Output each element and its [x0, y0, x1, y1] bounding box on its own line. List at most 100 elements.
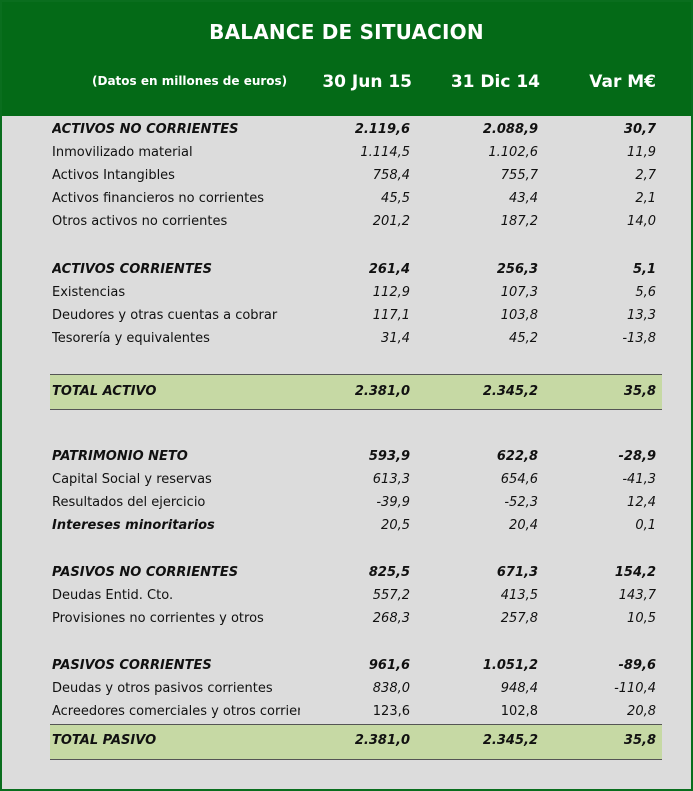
value-30-jun-15: 117,1	[372, 308, 410, 323]
value-var: -89,6	[618, 658, 656, 673]
row-label: Otros activos no corrientes	[52, 214, 228, 229]
row-label: Intereses minoritarios	[52, 518, 215, 533]
table-row: Capital Social y reservas 613,3 654,6 -4…	[50, 469, 662, 491]
row-label: Provisiones no corrientes y otros	[52, 611, 264, 626]
row-label: PATRIMONIO NETO	[52, 449, 188, 464]
value-var: 2,7	[635, 168, 656, 183]
row-label: TOTAL ACTIVO	[52, 384, 157, 399]
value-var: 12,4	[627, 495, 656, 510]
value-var: -41,3	[622, 472, 656, 487]
value-30-jun-15: 2.381,0	[354, 384, 410, 399]
column-header-30-jun-15: 30 Jun 15	[322, 72, 412, 92]
value-30-jun-15: -39,9	[376, 495, 410, 510]
table-row: Acreedores comerciales y otros corrient …	[50, 701, 662, 723]
value-31-dic-14: -52,3	[504, 495, 538, 510]
value-var: -110,4	[614, 681, 656, 696]
table-row: Deudas Entid. Cto. 557,2 413,5 143,7	[50, 585, 662, 607]
row-label: Resultados del ejercicio	[52, 495, 206, 510]
table-row: PATRIMONIO NETO 593,9 622,8 -28,9	[50, 446, 662, 468]
table-row: ACTIVOS NO CORRIENTES 2.119,6 2.088,9 30…	[50, 119, 662, 141]
row-label: Capital Social y reservas	[52, 472, 212, 487]
row-label: TOTAL PASIVO	[52, 733, 157, 748]
total-pasivo-row: TOTAL PASIVO 2.381,0 2.345,2 35,8	[50, 724, 662, 760]
table-row: Intereses minoritarios 20,5 20,4 0,1	[50, 515, 662, 537]
value-var: 2,1	[635, 191, 656, 206]
value-31-dic-14: 1.102,6	[488, 145, 538, 160]
table-header: BALANCE DE SITUACION (Datos en millones …	[2, 2, 691, 116]
column-header-31-dic-14: 31 Dic 14	[450, 72, 540, 92]
table-row: Resultados del ejercicio -39,9 -52,3 12,…	[50, 492, 662, 514]
value-31-dic-14: 187,2	[500, 214, 538, 229]
value-31-dic-14: 107,3	[500, 285, 538, 300]
value-30-jun-15: 1.114,5	[360, 145, 410, 160]
value-31-dic-14: 2.088,9	[482, 122, 538, 137]
column-header-var: Var M€	[589, 72, 656, 92]
value-30-jun-15: 45,5	[381, 191, 410, 206]
value-31-dic-14: 1.051,2	[482, 658, 538, 673]
row-label: ACTIVOS CORRIENTES	[52, 262, 212, 277]
value-30-jun-15: 2.381,0	[354, 733, 410, 748]
row-label: Tesorería y equivalentes	[52, 331, 210, 346]
value-31-dic-14: 948,4	[500, 681, 538, 696]
value-var: 13,3	[627, 308, 656, 323]
table-row: Tesorería y equivalentes 31,4 45,2 -13,8	[50, 328, 662, 350]
value-30-jun-15: 557,2	[372, 588, 410, 603]
units-note: (Datos en millones de euros)	[92, 74, 288, 88]
value-31-dic-14: 2.345,2	[482, 384, 538, 399]
value-31-dic-14: 102,8	[500, 704, 538, 719]
row-label: Acreedores comerciales y otros corrient	[52, 704, 300, 719]
value-30-jun-15: 593,9	[368, 449, 410, 464]
value-var: 20,8	[627, 704, 656, 719]
row-label: Existencias	[52, 285, 126, 300]
value-var: 10,5	[627, 611, 656, 626]
value-31-dic-14: 413,5	[500, 588, 538, 603]
value-var: 30,7	[623, 122, 656, 137]
value-31-dic-14: 755,7	[500, 168, 538, 183]
value-31-dic-14: 654,6	[500, 472, 538, 487]
value-31-dic-14: 2.345,2	[482, 733, 538, 748]
value-31-dic-14: 45,2	[509, 331, 538, 346]
value-30-jun-15: 2.119,6	[354, 122, 410, 137]
table-row: Activos Intangibles 758,4 755,7 2,7	[50, 165, 662, 187]
table-row: Inmovilizado material 1.114,5 1.102,6 11…	[50, 142, 662, 164]
table-row: Deudores y otras cuentas a cobrar 117,1 …	[50, 305, 662, 327]
value-30-jun-15: 961,6	[368, 658, 410, 673]
value-var: 5,1	[632, 262, 656, 277]
value-var: 11,9	[627, 145, 656, 160]
table-row: Otros activos no corrientes 201,2 187,2 …	[50, 211, 662, 233]
table-row: PASIVOS CORRIENTES 961,6 1.051,2 -89,6	[50, 655, 662, 677]
value-30-jun-15: 112,9	[372, 285, 410, 300]
table-row: Activos financieros no corrientes 45,5 4…	[50, 188, 662, 210]
row-label: Activos financieros no corrientes	[52, 191, 264, 206]
total-activo-row: TOTAL ACTIVO 2.381,0 2.345,2 35,8	[50, 374, 662, 410]
row-label: PASIVOS CORRIENTES	[52, 658, 212, 673]
row-label: Deudores y otras cuentas a cobrar	[52, 308, 278, 323]
row-label: Deudas Entid. Cto.	[52, 588, 174, 603]
value-30-jun-15: 758,4	[372, 168, 410, 183]
value-30-jun-15: 268,3	[372, 611, 410, 626]
value-31-dic-14: 257,8	[500, 611, 538, 626]
value-30-jun-15: 123,6	[372, 704, 410, 719]
value-31-dic-14: 103,8	[500, 308, 538, 323]
value-30-jun-15: 31,4	[381, 331, 410, 346]
value-30-jun-15: 838,0	[372, 681, 410, 696]
value-var: 143,7	[618, 588, 656, 603]
value-31-dic-14: 671,3	[496, 565, 538, 580]
table-row: Deudas y otros pasivos corrientes 838,0 …	[50, 678, 662, 700]
page-title: BALANCE DE SITUACION	[209, 20, 484, 44]
value-30-jun-15: 613,3	[372, 472, 410, 487]
table-row: PASIVOS NO CORRIENTES 825,5 671,3 154,2	[50, 562, 662, 584]
value-30-jun-15: 261,4	[368, 262, 410, 277]
row-label: PASIVOS NO CORRIENTES	[52, 565, 239, 580]
row-label: Inmovilizado material	[52, 145, 193, 160]
value-var: 5,6	[635, 285, 656, 300]
value-31-dic-14: 43,4	[509, 191, 538, 206]
value-var: 35,8	[623, 733, 656, 748]
value-var: -28,9	[618, 449, 656, 464]
value-var: 0,1	[635, 518, 656, 533]
value-var: 154,2	[614, 565, 656, 580]
value-31-dic-14: 622,8	[496, 449, 538, 464]
value-30-jun-15: 201,2	[372, 214, 410, 229]
value-31-dic-14: 20,4	[509, 518, 538, 533]
